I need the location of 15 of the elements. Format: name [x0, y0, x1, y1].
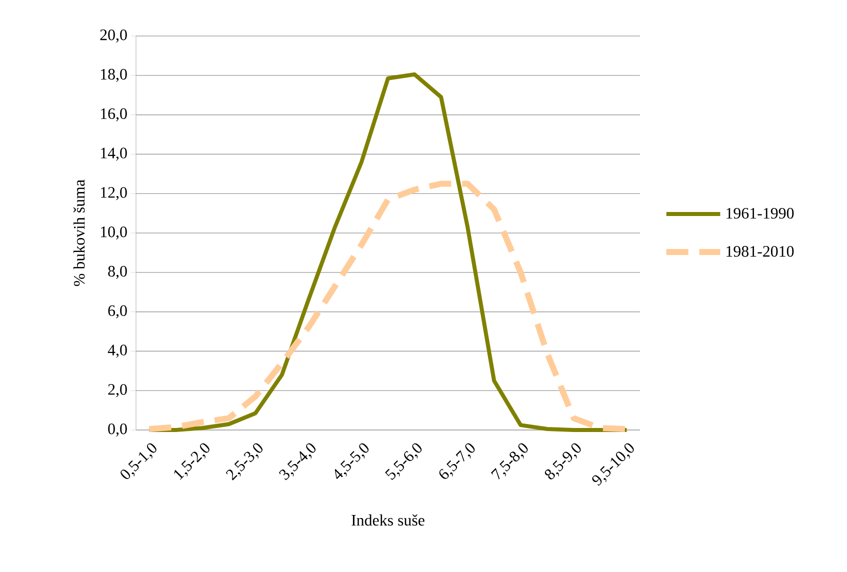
y-tick-label: 8,0 [108, 266, 127, 279]
y-tick-label: 12,0 [100, 187, 127, 200]
x-axis-title: Indeks suše [352, 514, 424, 526]
y-tick-label: 18,0 [100, 68, 127, 82]
y-tick-label: 0,0 [108, 423, 127, 437]
legend-label: 1961-1990 [726, 208, 794, 219]
legend-label: 1981-2010 [726, 246, 794, 257]
y-tick-label: 2,0 [108, 384, 127, 398]
y-tick-label: 4,0 [108, 344, 127, 358]
y-tick-label: 14,0 [100, 148, 127, 161]
y-tick-label: 10,0 [100, 226, 127, 240]
y-tick-label: 6,0 [108, 305, 127, 318]
y-tick-label: 20,0 [100, 29, 127, 43]
y-tick-label: 16,0 [100, 108, 127, 122]
y-axis-title: % bukovih šuma [73, 180, 85, 286]
